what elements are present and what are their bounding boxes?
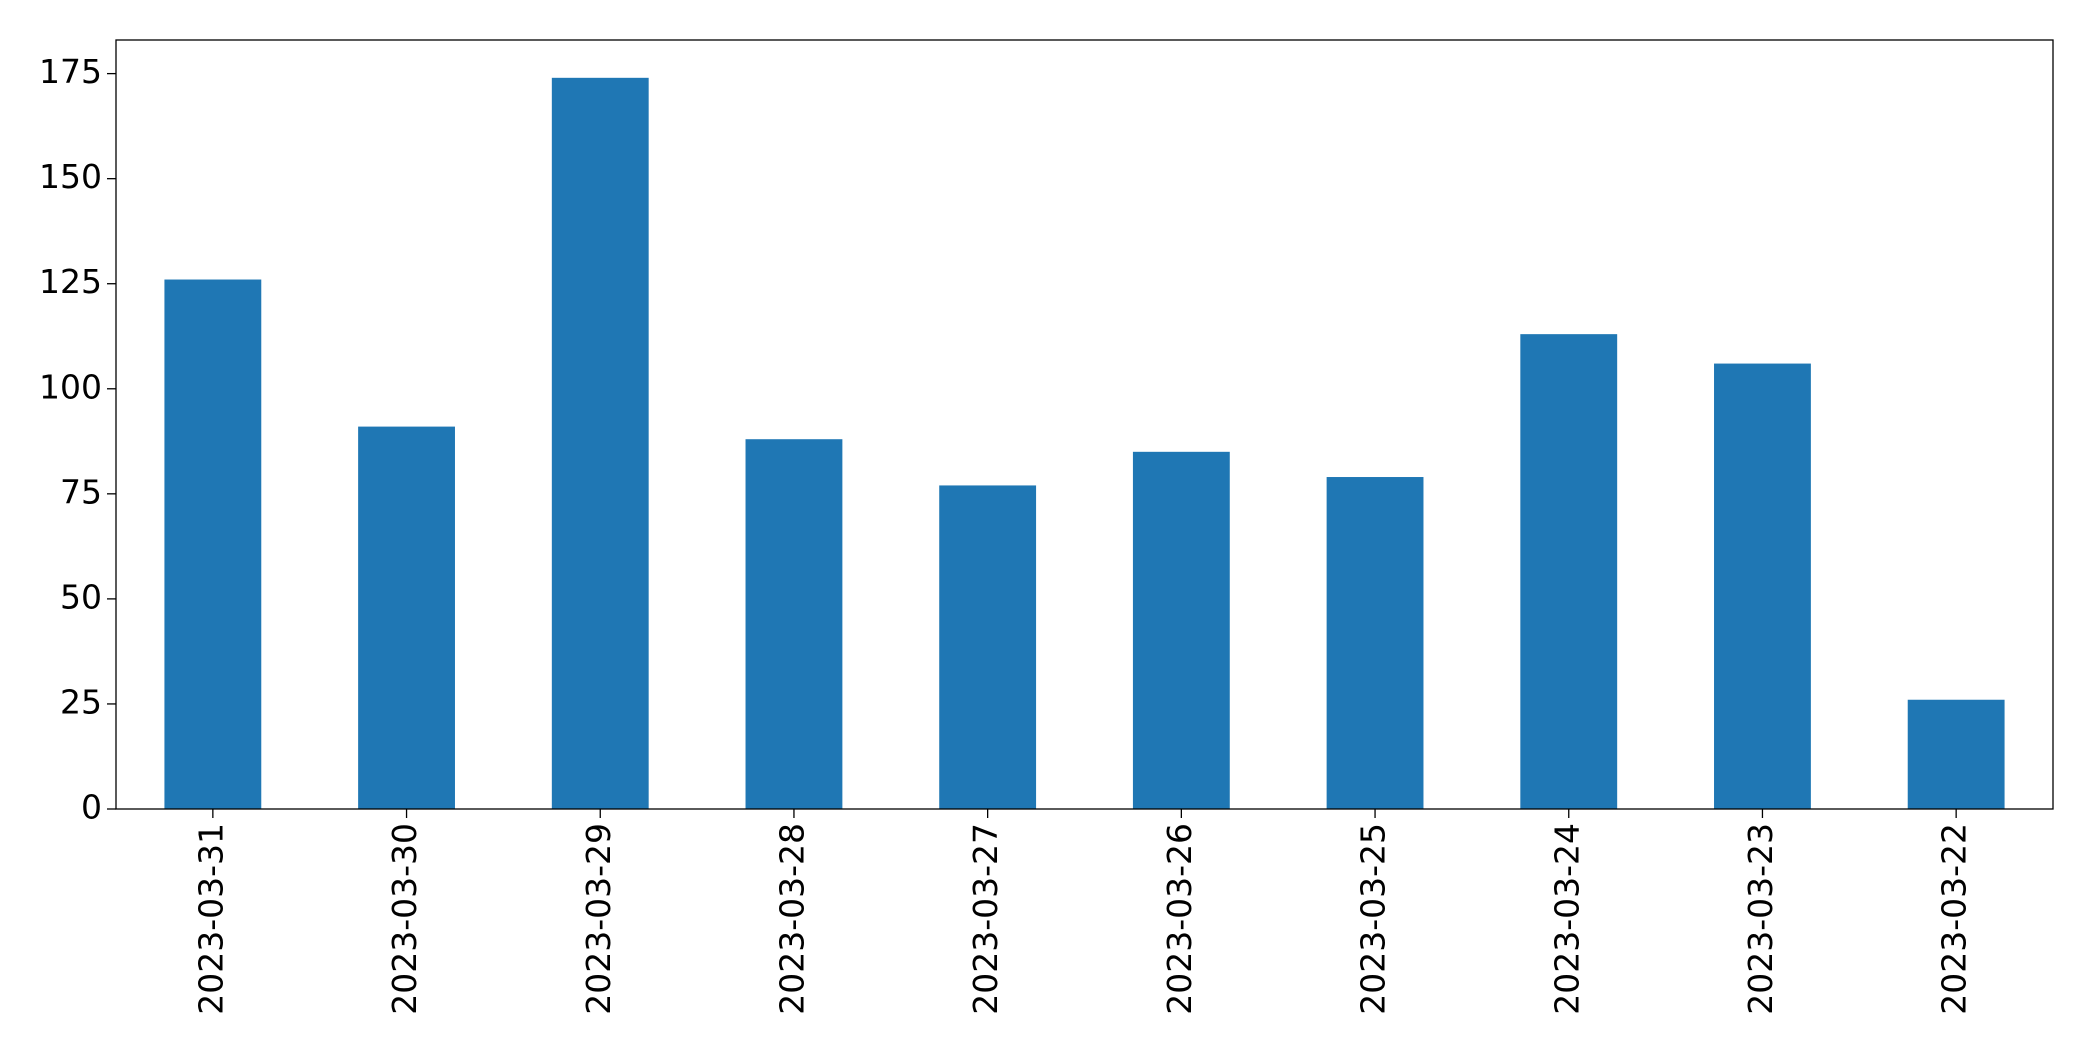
- x-tick-label: 2023-03-30: [385, 823, 424, 1015]
- y-tick-label: 175: [39, 52, 102, 91]
- bar: [1714, 363, 1811, 809]
- x-tick-label: 2023-03-29: [579, 823, 618, 1015]
- bar: [1326, 477, 1424, 809]
- bar: [1132, 451, 1230, 809]
- bar: [745, 439, 843, 809]
- plot-frame: [115, 39, 2054, 810]
- bar: [1907, 699, 2005, 809]
- x-tick-label: 2023-03-22: [1935, 823, 1974, 1015]
- y-tick-label: 125: [39, 262, 102, 301]
- x-tick-label: 2023-03-25: [1354, 823, 1393, 1015]
- bar: [358, 426, 455, 809]
- y-tick-label: 50: [60, 577, 102, 616]
- x-tick-label: 2023-03-31: [191, 823, 230, 1015]
- bar: [164, 279, 262, 809]
- x-tick-label: 2023-03-27: [966, 823, 1005, 1015]
- x-tick-label: 2023-03-28: [772, 823, 811, 1015]
- y-tick-label: 25: [60, 682, 102, 721]
- x-tick-label: 2023-03-26: [1160, 823, 1199, 1015]
- y-tick-label: 100: [39, 367, 102, 406]
- y-tick-label: 0: [81, 788, 102, 827]
- bar: [939, 485, 1037, 809]
- bar: [1520, 334, 1618, 809]
- y-tick-label: 75: [60, 472, 102, 511]
- y-tick-label: 150: [39, 157, 102, 196]
- bar: [551, 77, 649, 809]
- x-tick-label: 2023-03-23: [1741, 823, 1780, 1015]
- x-tick-label: 2023-03-24: [1547, 823, 1586, 1015]
